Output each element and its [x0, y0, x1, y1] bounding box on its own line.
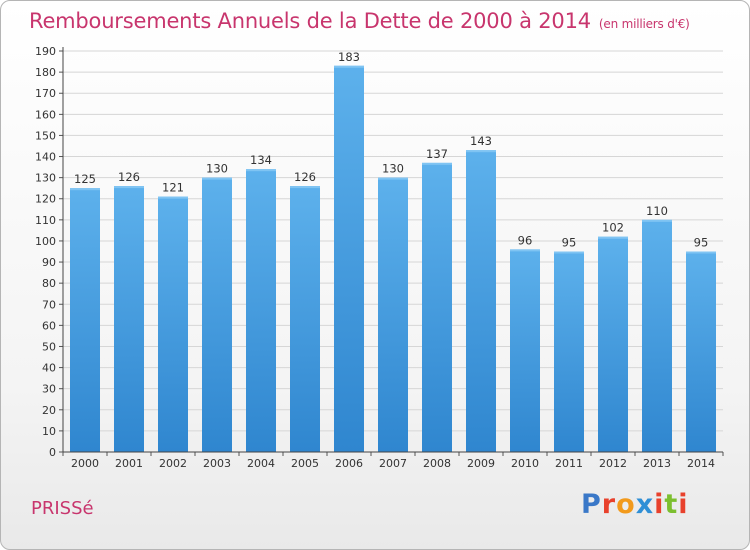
- y-tick-label: 80: [42, 277, 56, 290]
- value-labels: 125 126 121 130 134 126 183 130 137 143 96 95 102 110…: [74, 50, 708, 250]
- bar-2006: [334, 65, 364, 452]
- x-tick-label: 2004: [247, 457, 275, 470]
- value-label-2004: 134: [250, 153, 272, 167]
- bar-highlight: [642, 219, 672, 222]
- x-tick-label: 2011: [555, 457, 583, 470]
- x-tick-label: 2008: [423, 457, 451, 470]
- y-tick-label: 100: [35, 235, 56, 248]
- bar-highlight: [554, 251, 584, 254]
- value-label-2013: 110: [646, 204, 668, 218]
- value-label-2005: 126: [294, 170, 316, 184]
- y-tick-label: 110: [35, 214, 56, 227]
- axes: [62, 47, 723, 453]
- y-tick-label: 30: [42, 383, 56, 396]
- chart-title-text: Remboursements Annuels de la Dette de 20…: [29, 9, 591, 33]
- y-tick-label: 60: [42, 319, 56, 332]
- bar-2007: [378, 177, 408, 452]
- y-tick-label: 160: [35, 108, 56, 121]
- y-tick-label: 120: [35, 193, 56, 206]
- value-label-2010: 96: [518, 233, 533, 247]
- x-tick-label: 2006: [335, 457, 363, 470]
- value-label-2008: 137: [426, 147, 448, 161]
- logo-letter: r: [601, 489, 617, 520]
- x-tick-label: 2002: [159, 457, 187, 470]
- x-tick-label: 2014: [687, 457, 715, 470]
- bar-2000: [70, 188, 100, 452]
- value-label-2003: 130: [206, 162, 228, 176]
- y-tick-label: 190: [35, 45, 56, 58]
- bar-2005: [290, 186, 320, 453]
- bar-2004: [246, 169, 276, 453]
- bar-2010: [510, 249, 540, 452]
- proxiti-logo: Proxiti: [581, 489, 689, 520]
- commune-name: PRISSé: [31, 498, 94, 519]
- y-tick-label: 180: [35, 66, 56, 79]
- x-axis-ticks: 2000 2001 2002 2003 2004 2005 2006 2007 2008 2009…: [62, 452, 724, 470]
- bar-2013: [642, 219, 672, 452]
- y-tick-label: 20: [42, 404, 56, 417]
- bar-highlight: [466, 150, 496, 153]
- y-tick-label: 150: [35, 129, 56, 142]
- bar-highlight: [114, 186, 144, 189]
- value-label-2006: 183: [338, 50, 360, 64]
- bar-2011: [554, 251, 584, 452]
- value-label-2007: 130: [382, 162, 404, 176]
- x-tick-label: 2009: [467, 457, 495, 470]
- logo-letter: i: [654, 489, 665, 520]
- bar-highlight: [290, 186, 320, 189]
- bar-2009: [466, 150, 496, 452]
- y-tick-label: 90: [42, 256, 56, 269]
- bar-highlight: [598, 236, 628, 239]
- bar-highlight: [334, 65, 364, 68]
- chart-unit-note: (en milliers d'€): [598, 17, 690, 31]
- y-tick-label: 140: [35, 151, 56, 164]
- logo-letter: i: [678, 489, 689, 520]
- y-tick-label: 130: [35, 172, 56, 185]
- y-tick-label: 0: [49, 446, 56, 459]
- bar-2002: [158, 196, 188, 452]
- value-label-2012: 102: [602, 221, 624, 235]
- value-label-2001: 126: [118, 170, 140, 184]
- value-label-2011: 95: [562, 236, 577, 250]
- y-tick-label: 70: [42, 298, 56, 311]
- bars: [70, 65, 716, 453]
- bar-highlight: [378, 177, 408, 180]
- bar-highlight: [686, 251, 716, 254]
- bar-2001: [114, 186, 144, 453]
- y-tick-label: 40: [42, 362, 56, 375]
- bar-2003: [202, 177, 232, 452]
- bar-highlight: [202, 177, 232, 180]
- bar-2008: [422, 162, 452, 452]
- y-tick-label: 170: [35, 87, 56, 100]
- y-tick-label: 10: [42, 425, 56, 438]
- x-tick-label: 2010: [511, 457, 539, 470]
- bar-highlight: [422, 162, 452, 165]
- x-tick-label: 2000: [71, 457, 99, 470]
- x-tick-label: 2001: [115, 457, 143, 470]
- y-axis-ticks: 0 10 20 30 40 50 60 70 80 90 100 110 120 130 140 150 160…: [35, 45, 63, 459]
- value-label-2009: 143: [470, 134, 492, 148]
- bar-highlight: [510, 249, 540, 252]
- logo-letter: P: [581, 489, 602, 520]
- value-label-2002: 121: [162, 181, 184, 195]
- x-tick-label: 2012: [599, 457, 627, 470]
- chart-title: Remboursements Annuels de la Dette de 20…: [29, 9, 690, 33]
- bar-highlight: [246, 169, 276, 172]
- x-tick-label: 2005: [291, 457, 319, 470]
- value-label-2000: 125: [74, 172, 96, 186]
- x-tick-label: 2013: [643, 457, 671, 470]
- bar-2014: [686, 251, 716, 452]
- logo-letter: o: [616, 489, 636, 520]
- bar-highlight: [158, 196, 188, 199]
- x-tick-label: 2007: [379, 457, 407, 470]
- y-tick-label: 50: [42, 340, 56, 353]
- value-label-2014: 95: [694, 236, 709, 250]
- x-tick-label: 2003: [203, 457, 231, 470]
- logo-letter: t: [664, 489, 679, 520]
- logo-letter: x: [635, 489, 655, 520]
- bar-highlight: [70, 188, 100, 191]
- bar-2012: [598, 236, 628, 452]
